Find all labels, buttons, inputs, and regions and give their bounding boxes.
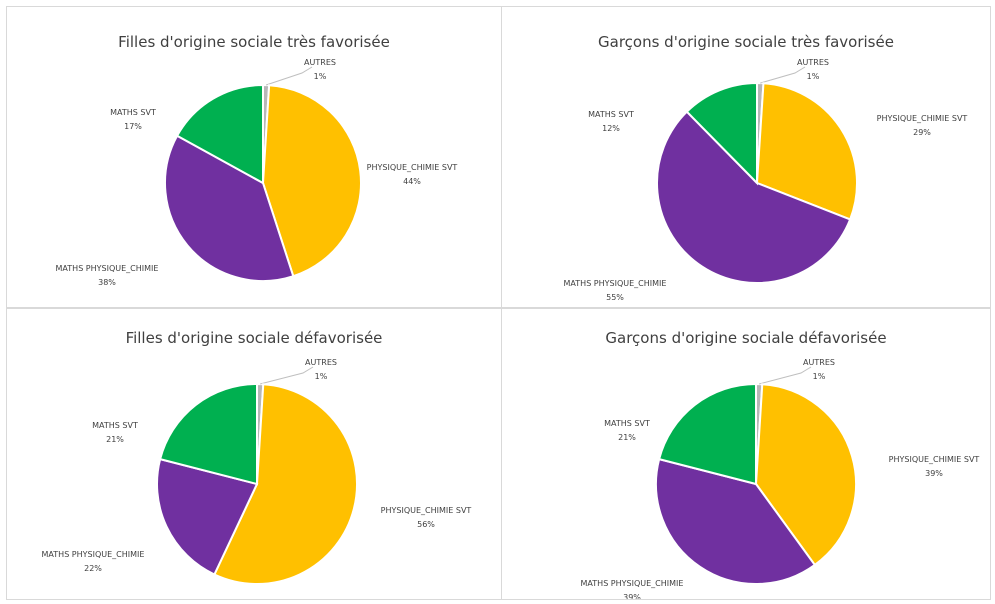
leader-line-autres	[265, 66, 313, 86]
data-label-percent: 12%	[602, 124, 620, 133]
data-label-percent: 56%	[417, 520, 435, 529]
data-label-category: MATHS PHYSIQUE_CHIMIE	[581, 579, 684, 588]
data-label-percent: 1%	[315, 372, 328, 381]
chart-title: Filles d'origine sociale défavorisée	[126, 329, 383, 347]
pie-chart-garcons-defavorisee: Garçons d'origine sociale défavorisée AUT…	[581, 329, 980, 602]
pie-slice-physique-chimie-svt	[213, 383, 358, 585]
data-label-category: MATHS PHYSIQUE_CHIMIE	[564, 279, 667, 288]
data-label-percent: 1%	[314, 72, 327, 81]
chart-title: Garçons d'origine sociale défavorisée	[605, 329, 886, 347]
chart-panel-filles-defavorisee: Filles d'origine sociale défavorisée AUTR…	[6, 308, 502, 600]
pie-slice-maths-physique-chimie	[656, 110, 852, 284]
data-label-percent: 21%	[106, 435, 124, 444]
data-label-percent: 17%	[124, 122, 142, 131]
data-label-percent: 21%	[618, 433, 636, 442]
pie-slice-maths-svt	[685, 81, 758, 186]
pie-slice-maths-physique-chimie	[655, 457, 817, 585]
pie-slice-physique-chimie-svt	[754, 383, 857, 567]
data-label-category: AUTRES	[305, 358, 337, 367]
chart-title: Garçons d'origine sociale très favorisée	[598, 33, 894, 51]
pie-slice-maths-svt	[657, 382, 757, 486]
data-label-percent: 38%	[98, 278, 116, 287]
data-label-category: AUTRES	[304, 58, 336, 67]
pie-chart-garcons-tres-favorisee: Garçons d'origine sociale très favorisée…	[564, 33, 968, 302]
data-label-percent: 29%	[913, 128, 931, 137]
leader-line-autres	[758, 366, 812, 385]
data-label-percent: 1%	[813, 372, 826, 381]
data-label-category: MATHS PHYSIQUE_CHIMIE	[42, 550, 145, 559]
chart-panel-garcons-defavorisee: Garçons d'origine sociale défavorisée AUT…	[501, 308, 991, 602]
data-label-category: MATHS SVT	[604, 419, 650, 428]
leader-line-autres	[259, 366, 314, 385]
data-label-percent: 39%	[623, 593, 641, 599]
data-label-percent: 55%	[606, 293, 624, 302]
pie-slice-maths-svt	[175, 83, 264, 185]
pie-chart-filles-defavorisee: Filles d'origine sociale défavorisée AUTR…	[42, 329, 472, 585]
data-label-percent: 1%	[807, 72, 820, 81]
data-label-category: PHYSIQUE_CHIMIE SVT	[381, 506, 472, 515]
data-label-percent: 39%	[925, 469, 943, 478]
data-label-percent: 44%	[403, 177, 421, 186]
pie-chart-filles-tres-favorisee: Filles d'origine sociale très favorisée A…	[56, 33, 458, 287]
pie-slice-physique-chimie-svt	[755, 82, 858, 221]
pie-slice-maths-physique-chimie	[156, 457, 259, 576]
data-label-category: AUTRES	[803, 358, 835, 367]
data-label-category: PHYSIQUE_CHIMIE SVT	[889, 455, 980, 464]
data-label-category: PHYSIQUE_CHIMIE SVT	[877, 114, 968, 123]
leader-line-autres	[760, 66, 806, 84]
data-label-percent: 22%	[84, 564, 102, 573]
chart-panel-filles-tres-favorisee: Filles d'origine sociale très favorisée A…	[6, 6, 502, 308]
pie-slice-maths-physique-chimie	[164, 134, 295, 282]
data-label-category: MATHS SVT	[588, 110, 634, 119]
data-label-category: MATHS SVT	[92, 421, 138, 430]
pie-slice-maths-svt	[158, 382, 258, 486]
chart-panel-garcons-tres-favorisee: Garçons d'origine sociale très favorisée…	[501, 6, 991, 308]
pie-slice-physique-chimie-svt	[261, 84, 362, 278]
data-label-category: MATHS SVT	[110, 108, 156, 117]
data-label-category: PHYSIQUE_CHIMIE SVT	[367, 163, 458, 172]
chart-title: Filles d'origine sociale très favorisée	[118, 33, 390, 51]
data-label-category: MATHS PHYSIQUE_CHIMIE	[56, 264, 159, 273]
data-label-category: AUTRES	[797, 58, 829, 67]
